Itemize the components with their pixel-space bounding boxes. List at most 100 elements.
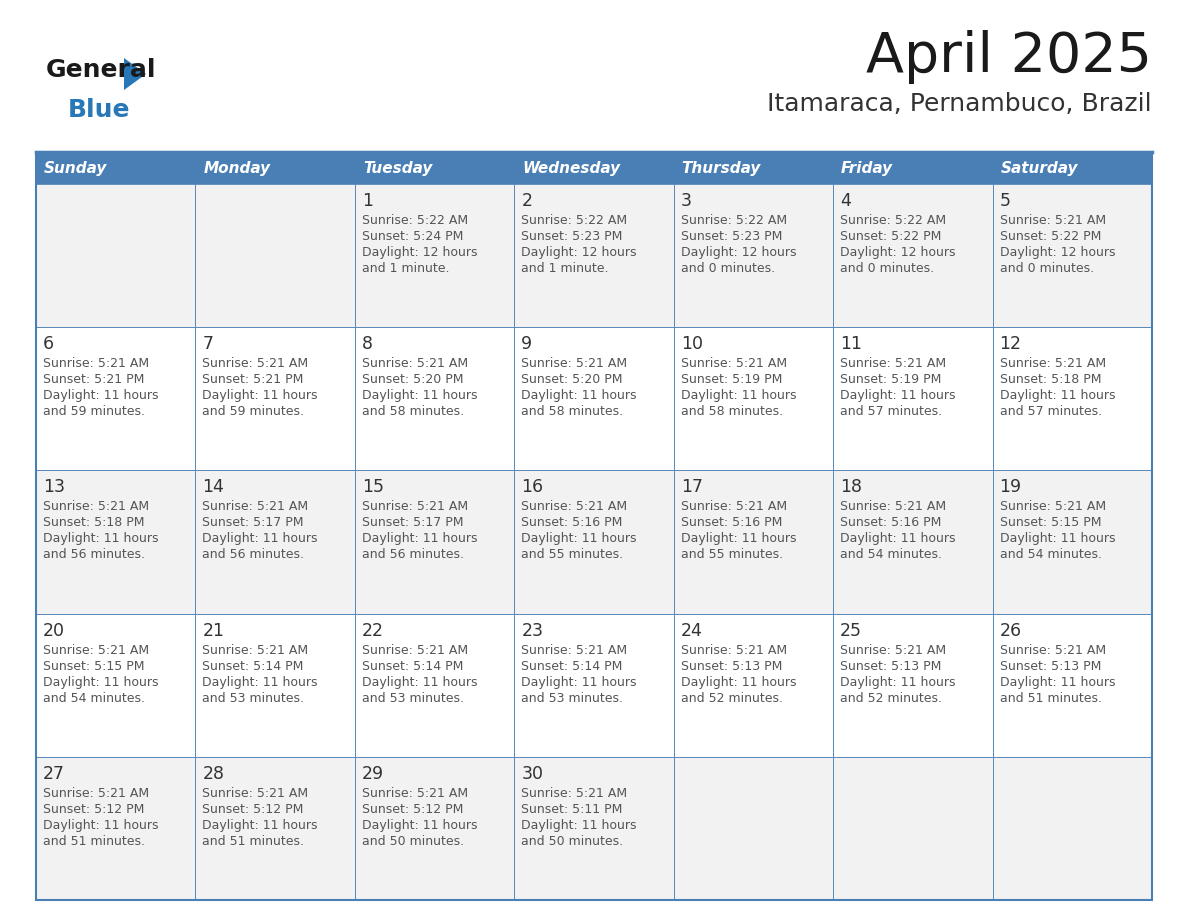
Text: 8: 8 (362, 335, 373, 353)
Text: 27: 27 (43, 765, 65, 783)
Text: Daylight: 11 hours: Daylight: 11 hours (362, 819, 478, 832)
Bar (674, 327, 833, 470)
Text: and 53 minutes.: and 53 minutes. (362, 691, 463, 705)
Bar (833, 470, 992, 613)
Text: and 54 minutes.: and 54 minutes. (43, 691, 145, 705)
Text: Daylight: 12 hours: Daylight: 12 hours (522, 246, 637, 259)
Text: Daylight: 11 hours: Daylight: 11 hours (43, 676, 158, 688)
Text: Sunset: 5:19 PM: Sunset: 5:19 PM (681, 374, 782, 386)
Text: Sunrise: 5:22 AM: Sunrise: 5:22 AM (522, 214, 627, 227)
Text: and 58 minutes.: and 58 minutes. (362, 405, 465, 419)
Text: Tuesday: Tuesday (362, 161, 432, 175)
Text: Sunrise: 5:21 AM: Sunrise: 5:21 AM (840, 500, 947, 513)
Text: Sunset: 5:17 PM: Sunset: 5:17 PM (362, 517, 463, 530)
Text: Sunrise: 5:21 AM: Sunrise: 5:21 AM (999, 357, 1106, 370)
Text: and 50 minutes.: and 50 minutes. (522, 834, 624, 848)
Text: Sunrise: 5:21 AM: Sunrise: 5:21 AM (362, 787, 468, 800)
Bar (355, 184, 514, 327)
Text: and 59 minutes.: and 59 minutes. (43, 405, 145, 419)
Text: and 1 minute.: and 1 minute. (522, 262, 608, 275)
Text: and 52 minutes.: and 52 minutes. (840, 691, 942, 705)
Text: Sunrise: 5:21 AM: Sunrise: 5:21 AM (202, 787, 309, 800)
Text: Sunrise: 5:21 AM: Sunrise: 5:21 AM (522, 787, 627, 800)
Text: Sunrise: 5:21 AM: Sunrise: 5:21 AM (202, 644, 309, 656)
Text: 22: 22 (362, 621, 384, 640)
Text: Daylight: 11 hours: Daylight: 11 hours (681, 389, 796, 402)
Text: 9: 9 (522, 335, 532, 353)
Text: Daylight: 11 hours: Daylight: 11 hours (202, 819, 318, 832)
Text: Sunrise: 5:21 AM: Sunrise: 5:21 AM (999, 500, 1106, 513)
Text: Sunrise: 5:21 AM: Sunrise: 5:21 AM (362, 500, 468, 513)
Text: Sunset: 5:18 PM: Sunset: 5:18 PM (43, 517, 145, 530)
Text: Sunrise: 5:21 AM: Sunrise: 5:21 AM (999, 644, 1106, 656)
Bar (833, 327, 992, 470)
Bar (992, 184, 1152, 327)
Text: 29: 29 (362, 765, 384, 783)
Bar (36, 613, 196, 756)
Text: 25: 25 (840, 621, 862, 640)
Bar (992, 613, 1152, 756)
Text: and 57 minutes.: and 57 minutes. (840, 405, 942, 419)
Text: 10: 10 (681, 335, 703, 353)
Text: Sunrise: 5:22 AM: Sunrise: 5:22 AM (840, 214, 947, 227)
Text: Monday: Monday (203, 161, 271, 175)
Text: and 58 minutes.: and 58 minutes. (681, 405, 783, 419)
Bar (674, 152, 833, 184)
Text: Sunset: 5:22 PM: Sunset: 5:22 PM (840, 230, 942, 243)
Bar (992, 756, 1152, 900)
Bar (196, 470, 355, 613)
Text: 11: 11 (840, 335, 862, 353)
Text: Daylight: 11 hours: Daylight: 11 hours (840, 676, 955, 688)
Text: Sunset: 5:23 PM: Sunset: 5:23 PM (681, 230, 782, 243)
Bar (196, 756, 355, 900)
Text: and 58 minutes.: and 58 minutes. (522, 405, 624, 419)
Text: 26: 26 (999, 621, 1022, 640)
Text: Sunset: 5:11 PM: Sunset: 5:11 PM (522, 803, 623, 816)
Text: and 0 minutes.: and 0 minutes. (999, 262, 1094, 275)
Text: Sunset: 5:13 PM: Sunset: 5:13 PM (999, 660, 1101, 673)
Bar (355, 756, 514, 900)
Text: Sunset: 5:20 PM: Sunset: 5:20 PM (522, 374, 623, 386)
Text: Sunrise: 5:21 AM: Sunrise: 5:21 AM (681, 644, 786, 656)
Text: Daylight: 12 hours: Daylight: 12 hours (681, 246, 796, 259)
Bar (196, 613, 355, 756)
Bar (355, 152, 514, 184)
Bar (833, 184, 992, 327)
Text: Daylight: 11 hours: Daylight: 11 hours (43, 532, 158, 545)
Bar (355, 327, 514, 470)
Text: and 51 minutes.: and 51 minutes. (43, 834, 145, 848)
Text: Sunset: 5:21 PM: Sunset: 5:21 PM (43, 374, 145, 386)
Text: 4: 4 (840, 192, 851, 210)
Bar (36, 470, 196, 613)
Bar (514, 152, 674, 184)
Text: Daylight: 11 hours: Daylight: 11 hours (202, 676, 318, 688)
Text: Sunrise: 5:21 AM: Sunrise: 5:21 AM (362, 644, 468, 656)
Text: Sunset: 5:20 PM: Sunset: 5:20 PM (362, 374, 463, 386)
Text: and 53 minutes.: and 53 minutes. (522, 691, 624, 705)
Bar (196, 152, 355, 184)
Text: and 0 minutes.: and 0 minutes. (681, 262, 775, 275)
Bar (992, 470, 1152, 613)
Text: 28: 28 (202, 765, 225, 783)
Text: 23: 23 (522, 621, 543, 640)
Text: Daylight: 11 hours: Daylight: 11 hours (522, 532, 637, 545)
Text: Daylight: 12 hours: Daylight: 12 hours (999, 246, 1116, 259)
Text: and 0 minutes.: and 0 minutes. (840, 262, 934, 275)
Text: Sunset: 5:23 PM: Sunset: 5:23 PM (522, 230, 623, 243)
Text: and 56 minutes.: and 56 minutes. (362, 548, 463, 562)
Text: and 57 minutes.: and 57 minutes. (999, 405, 1101, 419)
Text: Daylight: 11 hours: Daylight: 11 hours (362, 676, 478, 688)
Bar (833, 152, 992, 184)
Bar (36, 152, 1152, 900)
Bar (514, 327, 674, 470)
Text: Sunrise: 5:21 AM: Sunrise: 5:21 AM (522, 500, 627, 513)
Text: Sunrise: 5:21 AM: Sunrise: 5:21 AM (43, 787, 150, 800)
Bar (514, 184, 674, 327)
Text: and 53 minutes.: and 53 minutes. (202, 691, 304, 705)
Text: Daylight: 11 hours: Daylight: 11 hours (840, 532, 955, 545)
Text: 14: 14 (202, 478, 225, 497)
Text: Sunrise: 5:21 AM: Sunrise: 5:21 AM (522, 644, 627, 656)
Text: Sunset: 5:16 PM: Sunset: 5:16 PM (681, 517, 782, 530)
Text: Sunrise: 5:21 AM: Sunrise: 5:21 AM (681, 357, 786, 370)
Text: Daylight: 11 hours: Daylight: 11 hours (522, 389, 637, 402)
